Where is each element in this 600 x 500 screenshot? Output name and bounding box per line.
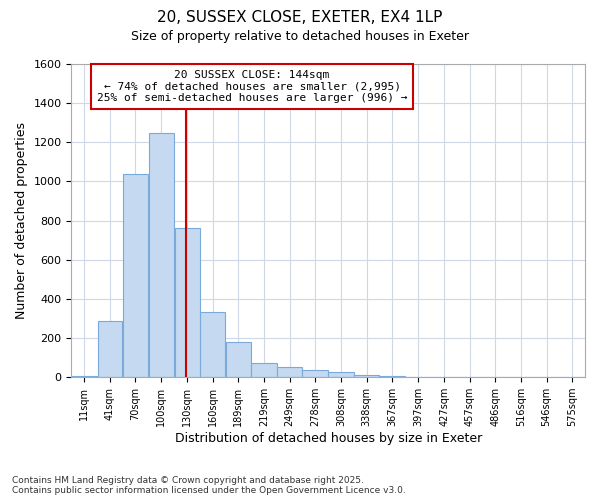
Y-axis label: Number of detached properties: Number of detached properties <box>15 122 28 319</box>
Bar <box>122 174 148 377</box>
Bar <box>175 228 200 377</box>
Text: Contains HM Land Registry data © Crown copyright and database right 2025.
Contai: Contains HM Land Registry data © Crown c… <box>12 476 406 495</box>
Bar <box>200 312 225 377</box>
Bar <box>71 376 97 377</box>
Text: 20, SUSSEX CLOSE, EXETER, EX4 1LP: 20, SUSSEX CLOSE, EXETER, EX4 1LP <box>157 10 443 25</box>
Bar <box>328 372 354 377</box>
Bar <box>149 132 174 377</box>
Bar <box>355 376 379 377</box>
X-axis label: Distribution of detached houses by size in Exeter: Distribution of detached houses by size … <box>175 432 482 445</box>
Bar <box>251 362 277 377</box>
Bar <box>277 368 302 377</box>
Bar <box>98 322 122 377</box>
Text: Size of property relative to detached houses in Exeter: Size of property relative to detached ho… <box>131 30 469 43</box>
Text: 20 SUSSEX CLOSE: 144sqm
← 74% of detached houses are smaller (2,995)
25% of semi: 20 SUSSEX CLOSE: 144sqm ← 74% of detache… <box>97 70 407 103</box>
Bar <box>226 342 251 377</box>
Bar <box>379 376 405 377</box>
Bar <box>302 370 328 377</box>
